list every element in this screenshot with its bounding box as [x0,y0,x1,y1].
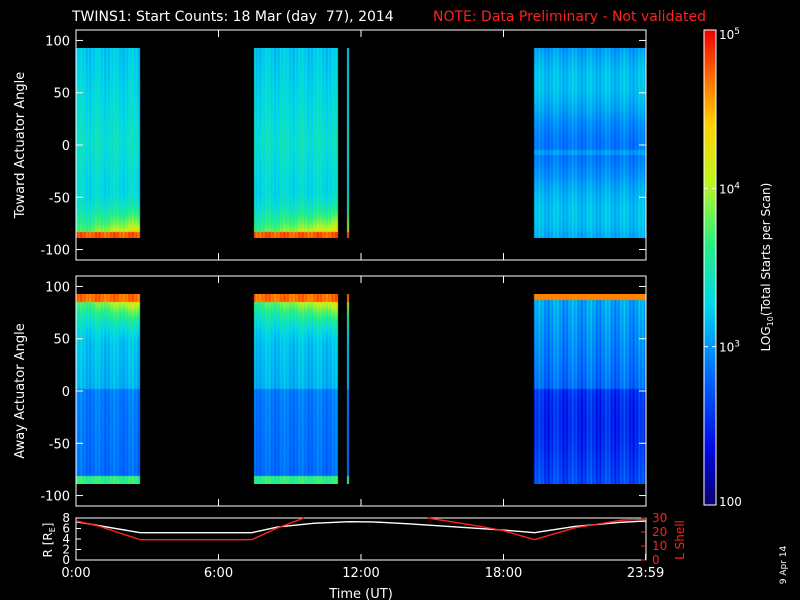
x-tick-label: 18:00 [485,566,522,581]
x-tick-label: 12:00 [342,566,379,581]
orbit-ytick-label-left: 0 [62,553,70,567]
toward-ytick-label: 0 [62,139,70,154]
preliminary-note: NOTE: Data Preliminary - Not validated [433,9,706,25]
orbit-ytick-label-left: 2 [62,543,70,557]
toward-heatmap [76,48,646,238]
away-ytick-label: 50 [53,333,70,348]
orbit-ytick-label-right: 0 [652,553,660,567]
colorbar-tick-label: 105 [719,27,740,42]
orbit-ylabel-left: R [RE] [41,523,57,558]
l-shell-line [427,517,647,541]
colorbar-tick-label: 104 [719,181,740,196]
colorbar-label: LOG10(Total Starts per Scan) [759,183,775,352]
r-distance-line [75,520,647,534]
orbit-ytick-label-left: 8 [62,511,70,525]
orbit-ytick-label-right: 20 [652,525,667,539]
x-tick-label: 0:00 [61,566,90,581]
orbit-ylabel-right: L Shell [673,520,687,560]
colorbar-gradient [704,30,716,505]
toward-ylabel: Toward Actuator Angle [13,72,28,219]
date-stamp: 9 Apr 14 [779,545,789,584]
toward-ytick-label: -100 [40,244,70,259]
away-ytick-label: 100 [45,280,70,295]
toward-ytick-label: -50 [49,191,70,206]
away-heatmap [76,294,646,484]
away-ytick-label: -100 [40,490,70,505]
svg-text:R [RE]: R [RE] [41,523,57,558]
toward-ytick-label: 50 [53,87,70,102]
orbit-ytick-label-left: 6 [62,522,70,536]
toward-panel-frame [75,29,647,261]
orbit-ytick-label-right: 10 [652,539,667,553]
svg-text:LOG10(Total Starts per Scan): LOG10(Total Starts per Scan) [759,183,775,352]
toward-ytick-label: 100 [45,34,70,49]
x-tick-label: 6:00 [204,566,233,581]
plot-title: TWINS1: Start Counts: 18 Mar (day 77), 2… [71,9,394,25]
away-ytick-label: 0 [62,385,70,400]
colorbar-tick-label: 100 [719,495,742,509]
colorbar-frame [703,29,717,506]
l-shell-line [75,517,305,541]
away-ytick-label: -50 [49,437,70,452]
away-panel-frame [75,275,647,507]
orbit-ytick-label-right: 30 [652,511,667,525]
x-axis-label: Time (UT) [328,587,393,600]
colorbar-tick-label: 103 [719,340,740,355]
orbit-ytick-label-left: 4 [62,532,70,546]
away-ylabel: Away Actuator Angle [13,323,28,458]
x-tick-label: 23:59 [627,566,664,581]
